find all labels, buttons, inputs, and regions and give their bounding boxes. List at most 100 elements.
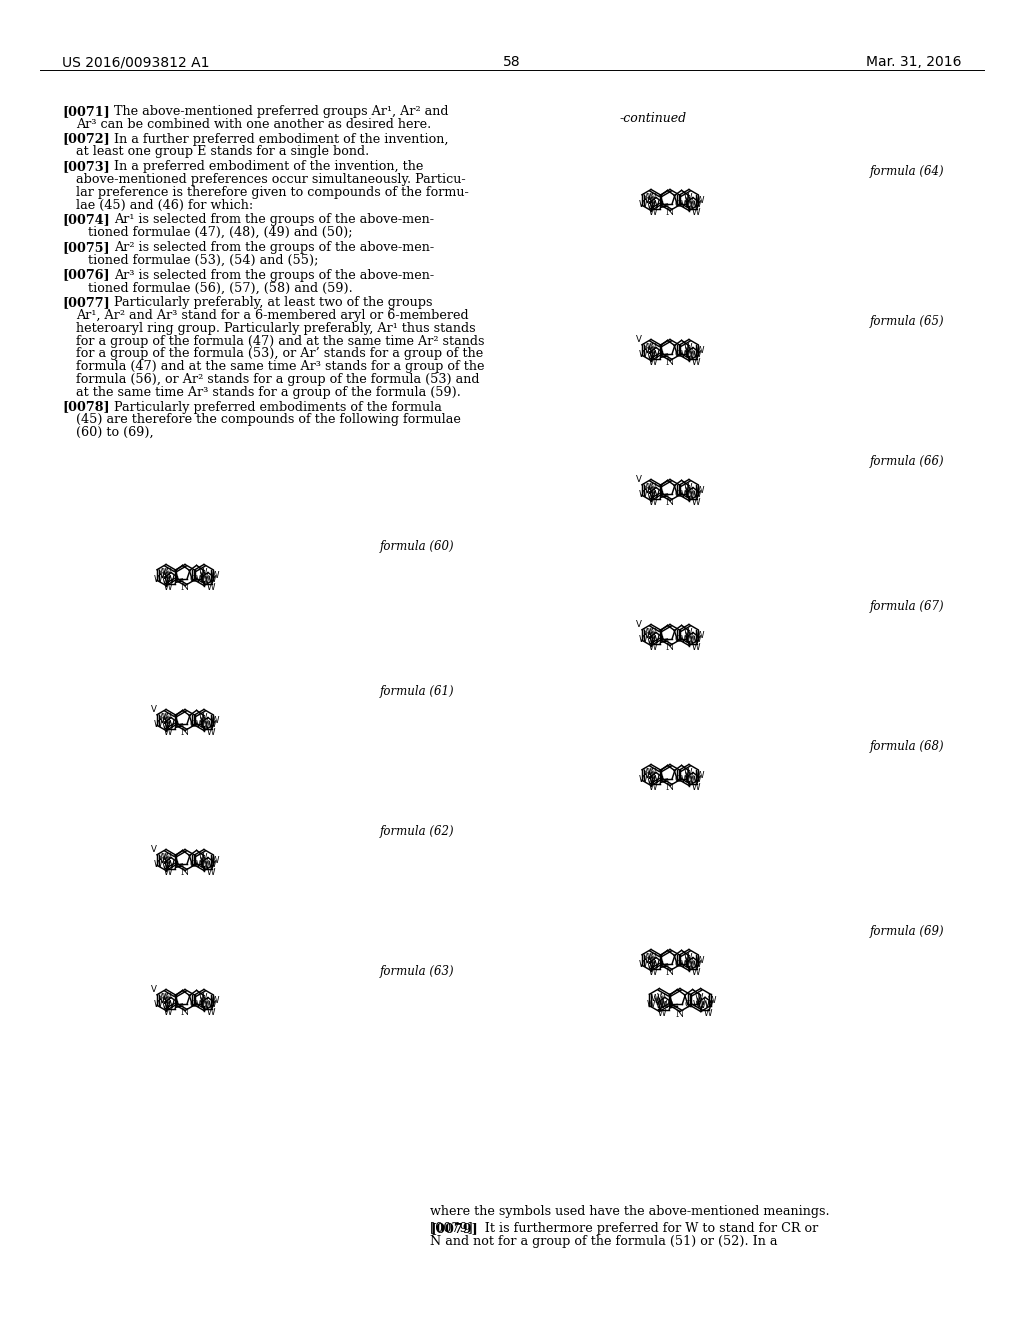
Text: W: W [689,961,698,969]
Text: W: W [660,1001,669,1010]
Text: W: W [651,960,659,969]
Text: W: W [645,486,653,495]
Text: W: W [685,772,693,781]
Text: W: W [648,643,657,652]
Text: W: W [685,957,693,966]
Text: W: W [647,636,655,644]
Text: W: W [685,201,693,210]
Text: W: W [199,993,207,1002]
Text: W: W [684,953,692,962]
Text: formula (66): formula (66) [870,455,944,469]
Text: Particularly preferably, at least two of the groups: Particularly preferably, at least two of… [114,296,432,309]
Text: W: W [207,867,215,876]
Text: formula (69): formula (69) [870,925,944,939]
Text: W: W [651,775,659,784]
Text: W: W [695,346,705,355]
Text: O: O [675,960,682,969]
Text: V: V [152,845,157,854]
Text: W: W [211,572,219,579]
Text: W: W [162,576,170,585]
Text: W: W [645,956,653,965]
Text: formula (63): formula (63) [380,965,455,978]
Text: W: W [695,771,705,780]
Text: W: W [695,631,705,640]
Text: Ar² is selected from the groups of the above-men-: Ar² is selected from the groups of the a… [114,242,434,253]
Text: W: W [692,207,700,216]
Text: formula (65): formula (65) [870,315,944,327]
Text: W: W [648,483,656,492]
Text: W: W [648,783,657,792]
Text: W: W [164,1007,172,1016]
Text: W: W [205,576,213,585]
Text: W: W [648,968,657,977]
Text: V: V [152,985,157,994]
Text: W: W [648,498,657,507]
Text: In a preferred embodiment of the invention, the: In a preferred embodiment of the inventi… [114,160,423,173]
Text: N: N [666,209,674,218]
Text: formula (68): formula (68) [870,741,944,752]
Text: (45) are therefore the compounds of the following formulae: (45) are therefore the compounds of the … [76,413,461,426]
Text: W: W [200,717,208,726]
Text: at the same time Ar³ stands for a group of the formula (59).: at the same time Ar³ stands for a group … [76,385,461,399]
Text: W: W [643,483,651,492]
Text: W: W [656,1002,665,1010]
Text: W: W [701,1001,710,1010]
Text: O: O [189,999,197,1008]
Text: W: W [695,486,705,495]
Text: W: W [160,857,168,865]
Text: W: W [166,861,174,870]
Text: at least one group E stands for a single bond.: at least one group E stands for a single… [76,145,370,158]
Text: W: W [160,572,168,579]
Text: W: W [162,721,170,730]
Text: [0072]: [0072] [62,132,110,145]
Text: W: W [692,643,700,652]
Text: W: W [689,776,698,784]
Text: W: W [199,568,207,577]
Text: W: W [162,1001,170,1010]
Text: N: N [666,783,674,792]
Text: W: W [199,713,207,722]
Text: W: W [689,635,698,644]
Text: for a group of the formula (47) and at the same time Ar² stands: for a group of the formula (47) and at t… [76,334,484,347]
Text: W: W [647,491,655,500]
Text: Particularly preferred embodiments of the formula: Particularly preferred embodiments of th… [114,400,442,413]
Text: for a group of the formula (53), or Ar’ stands for a group of the: for a group of the formula (53), or Ar’ … [76,347,483,360]
Text: W: W [163,568,171,577]
Text: W: W [158,993,166,1002]
Text: formula (61): formula (61) [380,685,455,698]
Text: W: W [163,713,171,722]
Text: W: W [207,582,215,591]
Text: W: W [647,776,655,785]
Text: [0075]: [0075] [62,242,110,253]
Text: Ar³ can be combined with one another as desired here.: Ar³ can be combined with one another as … [76,117,431,131]
Text: [0078]: [0078] [62,400,110,413]
Text: W: W [643,628,651,638]
Text: W: W [651,961,659,969]
Text: W: W [648,343,656,352]
Text: W: W [208,999,216,1008]
Text: W: W [651,201,659,210]
Text: -continued: -continued [620,112,687,125]
Text: W: W [639,350,647,359]
Text: In a further preferred embodiment of the invention,: In a further preferred embodiment of the… [114,132,449,145]
Text: [0079]: [0079] [430,1222,478,1236]
Text: N: N [666,969,674,977]
Text: V: V [152,705,157,714]
Text: [0074]: [0074] [62,214,110,227]
Text: O: O [675,490,682,499]
Text: W: W [166,719,174,729]
Text: W: W [200,721,208,730]
Text: tioned formulae (53), (54) and (55);: tioned formulae (53), (54) and (55); [76,253,318,267]
Text: (60) to (69),: (60) to (69), [76,426,154,440]
Text: W: W [208,574,216,583]
Text: W: W [200,857,208,866]
Text: O: O [675,775,682,784]
Text: lar preference is therefore given to compounds of the formu-: lar preference is therefore given to com… [76,186,469,199]
Text: W: W [684,193,692,202]
Text: W: W [655,998,664,1007]
Text: W: W [647,197,655,206]
Text: N: N [676,1010,684,1019]
Text: W: W [154,574,162,583]
Text: W: W [647,201,655,210]
Text: W: W [685,632,693,642]
